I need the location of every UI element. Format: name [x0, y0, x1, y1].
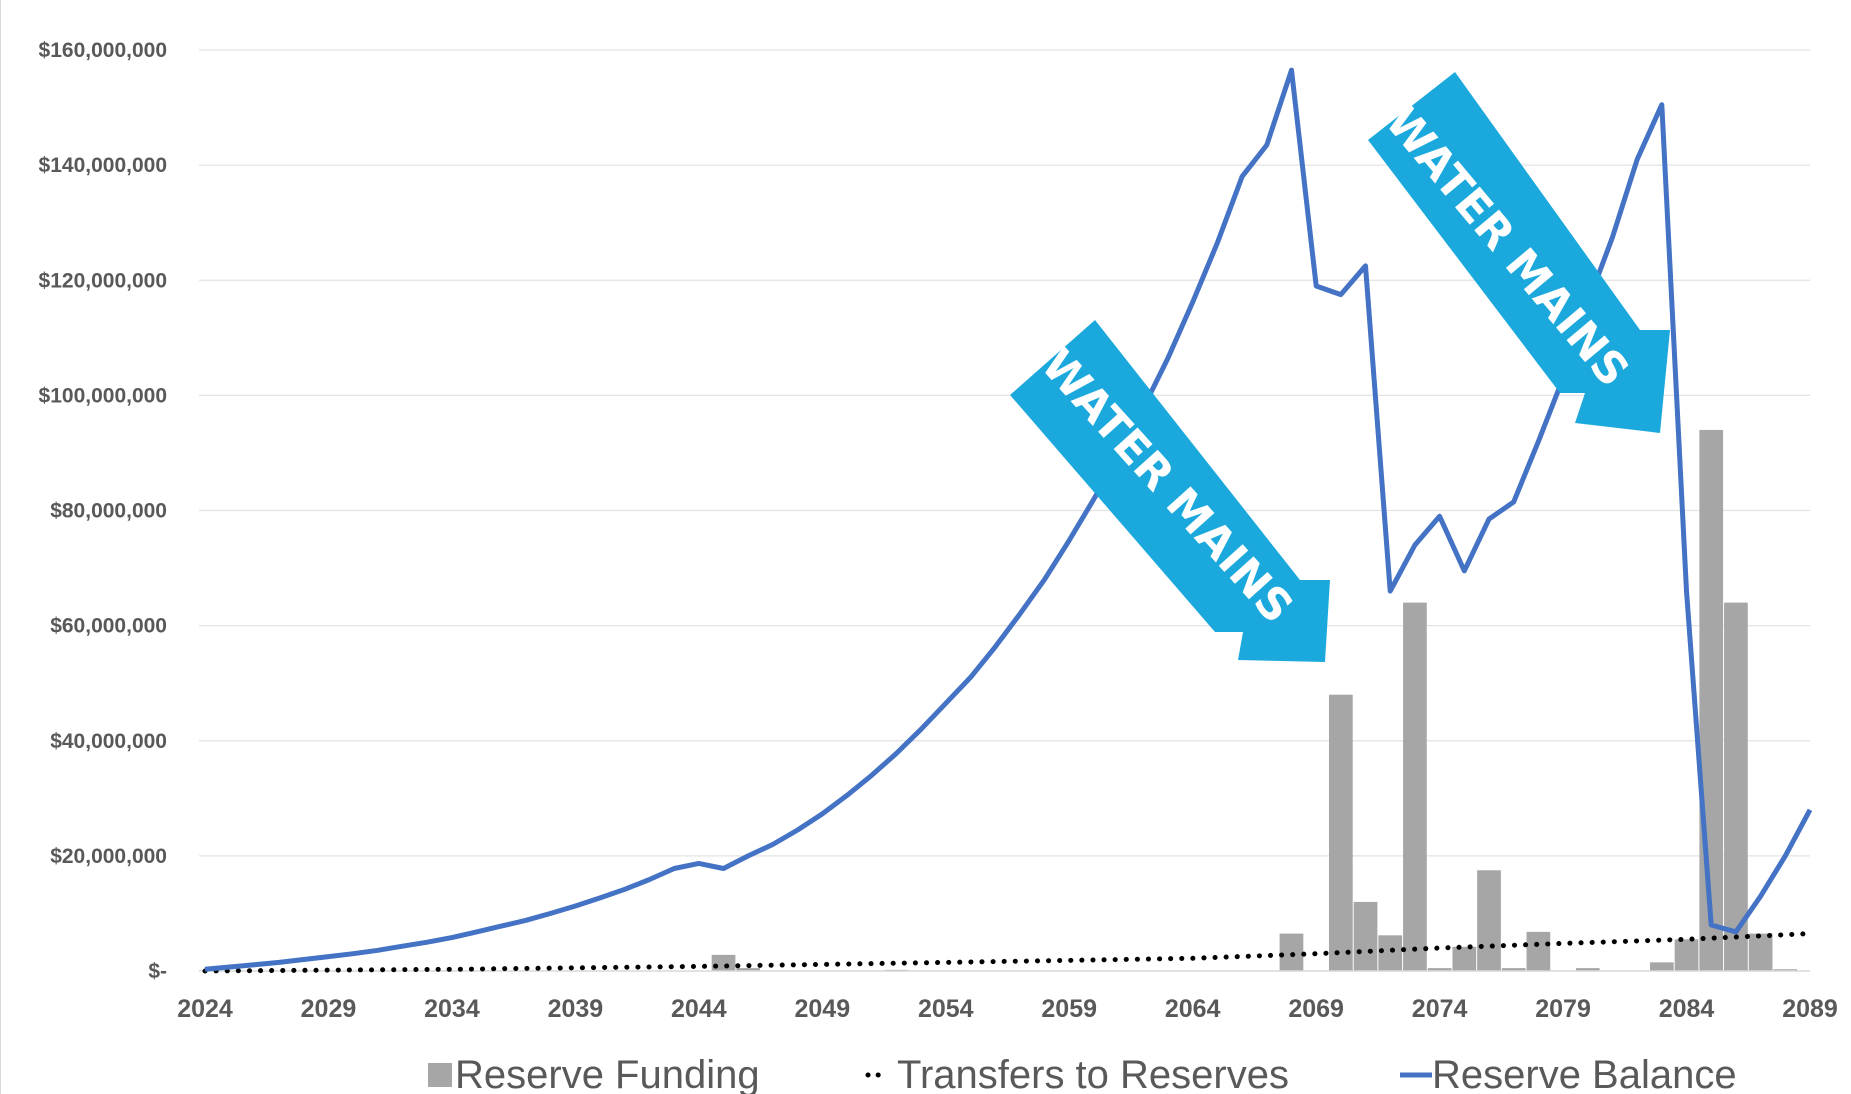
- bar-reserve-funding: [1748, 933, 1773, 971]
- x-tick-label: 2044: [671, 995, 727, 1023]
- y-tick-label: $100,000,000: [39, 384, 167, 407]
- x-tick-label: 2034: [424, 995, 480, 1023]
- legend: Reserve Funding Transfers to Reserves Re…: [428, 1053, 1737, 1094]
- y-tick-label: $20,000,000: [50, 845, 167, 868]
- reserve-balance-line: [204, 67, 1813, 972]
- water-mains-callout-2: WATER MAINS: [1368, 72, 1670, 433]
- y-tick-label: $-: [148, 960, 167, 983]
- x-tick-label: 2059: [1041, 995, 1097, 1023]
- legend-label-transfers-to-reserves: Transfers to Reserves: [897, 1053, 1289, 1094]
- y-tick-label: $140,000,000: [39, 154, 167, 177]
- bar-reserve-funding: [1328, 694, 1353, 971]
- y-tick-label: $80,000,000: [50, 500, 167, 523]
- legend-item-reserve-balance: Reserve Balance: [1400, 1053, 1737, 1094]
- bar-reserve-funding: [1773, 969, 1798, 971]
- y-tick-label: $60,000,000: [50, 615, 167, 638]
- bar-reserve-funding: [1575, 968, 1600, 971]
- bar-reserve-funding: [1674, 939, 1699, 971]
- x-tick-label: 2024: [177, 995, 233, 1023]
- legend-swatch-bar: [428, 1063, 452, 1087]
- x-tick-label: 2039: [548, 995, 604, 1023]
- bar-reserve-funding: [1427, 968, 1452, 971]
- callout-label-1: WATER MAINS: [1031, 340, 1303, 634]
- bar-reserve-funding: [736, 968, 761, 971]
- bar-reserve-funding: [1378, 935, 1403, 971]
- water-mains-callout-1: WATER MAINS: [1010, 320, 1330, 662]
- x-tick-label: 2049: [794, 995, 850, 1023]
- x-tick-label: 2064: [1165, 995, 1221, 1023]
- y-tick-label: $120,000,000: [39, 269, 167, 292]
- callout-arrow-2: [1368, 72, 1670, 433]
- bar-reserve-funding: [1501, 968, 1526, 971]
- bar-reserve-funding: [1526, 931, 1551, 971]
- bar-reserve-funding: [1279, 933, 1304, 971]
- bar-reserve-funding: [1649, 962, 1674, 971]
- bar-reserve-funding: [1699, 429, 1724, 972]
- callout-arrow-1: [1010, 320, 1330, 662]
- legend-item-reserve-funding: Reserve Funding: [428, 1053, 760, 1094]
- bar-reserve-funding: [1477, 870, 1501, 971]
- y-axis-tick-labels: $160,000,000 $140,000,000 $120,000,000 $100…: [39, 39, 167, 983]
- y-tick-label: $160,000,000: [39, 39, 167, 62]
- y-tick-label: $40,000,000: [50, 730, 167, 753]
- legend-label-reserve-balance: Reserve Balance: [1432, 1053, 1737, 1094]
- x-tick-label: 2079: [1535, 995, 1591, 1023]
- bar-reserve-funding: [1724, 602, 1748, 971]
- x-tick-label: 2029: [301, 995, 357, 1023]
- x-tick-label: 2069: [1288, 995, 1344, 1023]
- gridlines: [199, 49, 1810, 857]
- x-tick-label: 2074: [1412, 995, 1468, 1023]
- legend-item-transfers-to-reserves: Transfers to Reserves: [865, 1053, 1289, 1094]
- x-tick-label: 2054: [918, 995, 974, 1023]
- x-axis-tick-labels: 2024 2029 2034 2039 2044 2049 2054 2059 2064 2069…: [177, 995, 1838, 1023]
- x-tick-label: 2089: [1782, 995, 1838, 1023]
- bar-reserve-funding: [1353, 901, 1378, 971]
- transfers-to-reserves-line: [202, 931, 1813, 974]
- bar-reserve-funding: [1452, 946, 1477, 971]
- legend-label-reserve-funding: Reserve Funding: [455, 1053, 760, 1094]
- callout-label-2: WATER MAINS: [1375, 96, 1639, 396]
- bar-reserve-funding: [1403, 602, 1427, 971]
- x-tick-label: 2084: [1659, 995, 1715, 1023]
